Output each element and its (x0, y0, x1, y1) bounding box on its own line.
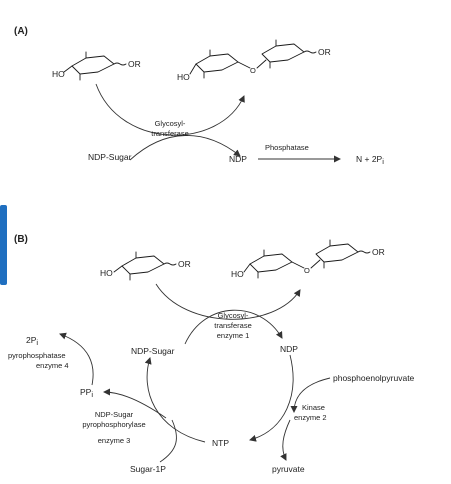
panel-b-2pi: 2Pi (26, 335, 38, 347)
panel-b-substrate-ho: HO (100, 268, 113, 278)
panel-a-ndp: NDP (229, 154, 247, 164)
panel-a-substrate-ho: HO (52, 69, 65, 79)
panel-a-donor-arrow (129, 135, 241, 161)
pep-in-arrow (290, 377, 331, 413)
panel-b-enzyme4-line2: enzyme 4 (36, 361, 69, 370)
panel-a-product-disaccharide: HO O OR (177, 39, 331, 82)
panel-b-label: (B) (14, 234, 28, 245)
panel-b-enzyme1-line2: transferase (214, 321, 252, 330)
panel-a-substrate-or: OR (128, 59, 141, 69)
panel-a-substrate-sugar: HO OR (52, 51, 141, 81)
panel-a-phosphatase: Phosphatase (265, 143, 309, 152)
panel-b-ndp-sugar: NDP-Sugar (131, 346, 175, 356)
ppi-out-arrow (103, 388, 167, 419)
panel-a-enzyme-line1: Glycosyl- (155, 119, 186, 128)
cycle-arc-ndp-sugar-to-ndp (184, 309, 283, 345)
panel-b-ppi: PPi (80, 387, 93, 399)
panel-b-ndp: NDP (280, 344, 298, 354)
panel-b-glycosylation-arrow (155, 283, 301, 320)
panel-a-glycosidic-o: O (250, 66, 256, 75)
panel-b-kinase-line2: enzyme 2 (294, 413, 327, 422)
cycle-arc-ndp-to-ntp (249, 354, 294, 442)
panel-b-sugar1p: Sugar-1P (130, 464, 166, 474)
panel-b-enzyme3-line2: pyrophosphorylase (82, 420, 145, 429)
panel-b-product-or: OR (372, 247, 385, 257)
side-accent-bar (0, 205, 7, 285)
panel-a-product-or: OR (318, 47, 331, 57)
panel-b-substrate-sugar: HO OR (100, 251, 191, 281)
panel-a-enzyme-line2: transferase (151, 129, 189, 138)
panel-b-substrate-or: OR (178, 259, 191, 269)
panel-b-enzyme3-line1: NDP-Sugar (95, 410, 134, 419)
panel-a-glycosylation-arrow (95, 83, 245, 136)
panel-b-kinase-line1: Kinase (302, 403, 325, 412)
panel-b-pep: phosphoenolpyruvate (333, 373, 415, 383)
panel-b-enzyme3-line3: enzyme 3 (98, 436, 131, 445)
panel-b-pyruvate: pyruvate (272, 464, 305, 474)
panel-a-product-ho: HO (177, 72, 190, 82)
pyruvate-out-arrow (280, 419, 291, 461)
panel-b-product-ho: HO (231, 269, 244, 279)
panel-a-donor: NDP-Sugar (88, 152, 132, 162)
panel-a-label: (A) (14, 26, 28, 37)
pyrophosphatase-arrow (59, 332, 94, 386)
sugar1p-in-arrow (159, 419, 177, 463)
panel-b-enzyme1-line1: Glycosyl- (218, 311, 249, 320)
cycle-arc-ntp-to-ndp-sugar (144, 357, 206, 443)
panel-b-ntp: NTP (212, 438, 229, 448)
panel-b-enzyme1-line3: enzyme 1 (217, 331, 250, 340)
panel-b-enzyme4-line1: pyrophosphatase (8, 351, 66, 360)
panel-a-end-product: N + 2Pi (356, 154, 384, 166)
panel-b-product-disaccharide: HO O OR (231, 239, 385, 279)
panel-b-glycosidic-o: O (304, 266, 310, 275)
